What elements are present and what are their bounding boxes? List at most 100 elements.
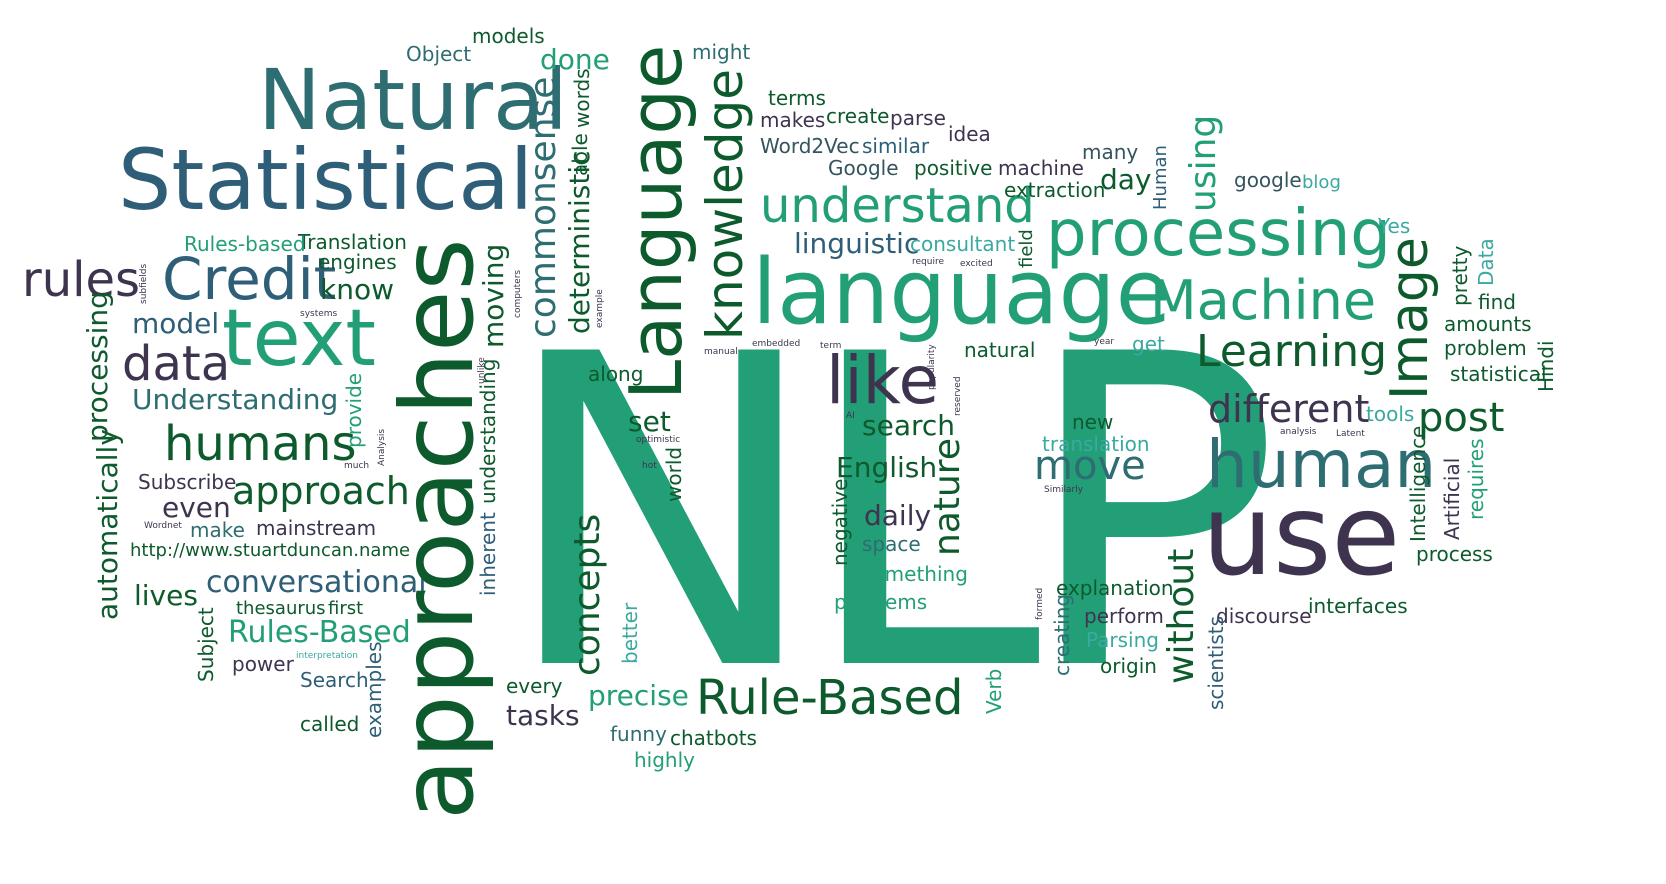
word-scientists: scientists — [1204, 615, 1228, 710]
word-natural-small: natural — [964, 338, 1036, 362]
word-process: process — [1416, 542, 1493, 566]
word-create: create — [826, 104, 890, 128]
word-problems: problems — [834, 590, 928, 614]
word-words: words — [570, 68, 594, 128]
word-example: example — [595, 289, 605, 328]
word-amounts: amounts — [1444, 312, 1532, 336]
word-even: even — [162, 491, 231, 524]
word-positive: positive — [914, 156, 993, 180]
word-space: space — [862, 532, 921, 556]
word-google: google — [1234, 168, 1302, 192]
word-nlp: NLP — [500, 265, 1281, 765]
word-post: post — [1418, 395, 1505, 441]
word-model: model — [132, 307, 220, 340]
word-commonsense: commonsense — [523, 76, 564, 338]
word-manual: manual — [704, 347, 738, 357]
word-approaches: approaches — [379, 238, 496, 820]
word-daily: daily — [864, 499, 932, 532]
word-discourse: discourse — [1216, 604, 1312, 628]
word-thesaurus: thesaurus — [236, 598, 326, 619]
word-machine-small: machine — [998, 156, 1084, 180]
word-better: better — [618, 602, 642, 664]
word-every: every — [506, 674, 563, 698]
word-subfields: subfields — [139, 263, 149, 304]
word-deterministic: deterministic — [563, 150, 596, 334]
word-url: http://www.stuartduncan.name — [130, 540, 411, 561]
word-ai: AI — [846, 411, 855, 421]
word-world: world — [662, 446, 686, 502]
word-linguistic: linguistic — [794, 227, 920, 260]
word-yes: Yes — [1378, 214, 1411, 238]
word-funny: funny — [610, 722, 667, 746]
word-intelligence: Intelligence — [1406, 425, 1430, 542]
word-subscribe: Subscribe — [138, 470, 237, 494]
word-tasks: tasks — [506, 699, 580, 732]
word-rules-based: Rules-based — [184, 232, 306, 256]
word-knowledge: knowledge — [696, 68, 754, 340]
word-data: data — [122, 336, 231, 392]
word-precise: precise — [588, 679, 689, 712]
word-human: human — [1206, 426, 1437, 503]
word-hot: hot — [642, 461, 657, 471]
word-day: day — [1100, 163, 1152, 196]
word-interpretation: interpretation — [296, 651, 359, 661]
word-computers: computers — [513, 269, 523, 318]
word-moving: moving — [477, 243, 510, 348]
word-inherent: inherent — [476, 512, 500, 596]
word-wordnet: Wordnet — [144, 521, 182, 531]
word-much: much — [344, 461, 370, 471]
word-translation: translation — [1042, 432, 1150, 456]
word-origin: origin — [1100, 654, 1157, 678]
word-language: language — [752, 240, 1172, 345]
word-able: able — [568, 133, 592, 176]
word-first: first — [328, 598, 364, 619]
word-explanation: explanation — [1056, 576, 1174, 600]
word-latent: Latent — [1336, 429, 1365, 439]
word-might: might — [692, 40, 751, 64]
word-understand: understand — [760, 178, 1035, 234]
word-new: new — [1072, 410, 1114, 434]
word-analysis-small: analysis — [1280, 427, 1317, 437]
word-rules: rules — [22, 252, 141, 308]
word-called: called — [300, 712, 360, 736]
word-google-cap: Google — [828, 156, 899, 180]
word-concepts: concepts — [567, 513, 608, 676]
word-engines: engines — [318, 250, 397, 274]
word-statistical-big: Statistical — [118, 131, 534, 229]
word-reserved: reserved — [953, 376, 963, 416]
word-lives: lives — [134, 579, 198, 612]
word-analysis: Analysis — [377, 428, 387, 466]
word-field: field — [1016, 229, 1037, 268]
word-requires: requires — [1464, 438, 1488, 520]
word-understanding-cap: Understanding — [132, 383, 339, 416]
word-optimistic: optimistic — [636, 435, 681, 445]
word-parsing: Parsing — [1086, 628, 1159, 652]
word-nature: nature — [927, 438, 968, 556]
word-mainstream: mainstream — [256, 516, 377, 540]
word-blog: blog — [1302, 172, 1341, 193]
word-unlike: unlike — [477, 357, 487, 384]
word-rules-based2: Rules-Based — [228, 615, 411, 650]
word-word2vec: Word2Vec — [760, 134, 860, 158]
word-examples: examples — [362, 641, 386, 738]
word-systems: systems — [300, 309, 338, 319]
word-automatically: automatically — [91, 429, 124, 620]
word-find: find — [1478, 290, 1516, 314]
word-image: Image — [1380, 237, 1440, 400]
word-interfaces: interfaces — [1308, 594, 1408, 618]
word-pretty: pretty — [1448, 245, 1472, 306]
word-search-cap: Search — [300, 668, 369, 692]
word-perform: perform — [1084, 604, 1164, 628]
word-rule-based: Rule-Based — [696, 670, 964, 726]
word-object: Object — [406, 42, 472, 66]
word-idea: idea — [948, 122, 991, 146]
word-provide: provide — [342, 372, 366, 448]
word-conversational: conversational — [206, 565, 427, 600]
word-consultant: consultant — [910, 232, 1016, 256]
word-without: without — [1161, 548, 1202, 684]
word-like: like — [826, 342, 940, 419]
word-term: term — [820, 341, 842, 351]
word-makes: makes — [760, 108, 826, 132]
word-data-cap: Data — [1474, 238, 1498, 286]
